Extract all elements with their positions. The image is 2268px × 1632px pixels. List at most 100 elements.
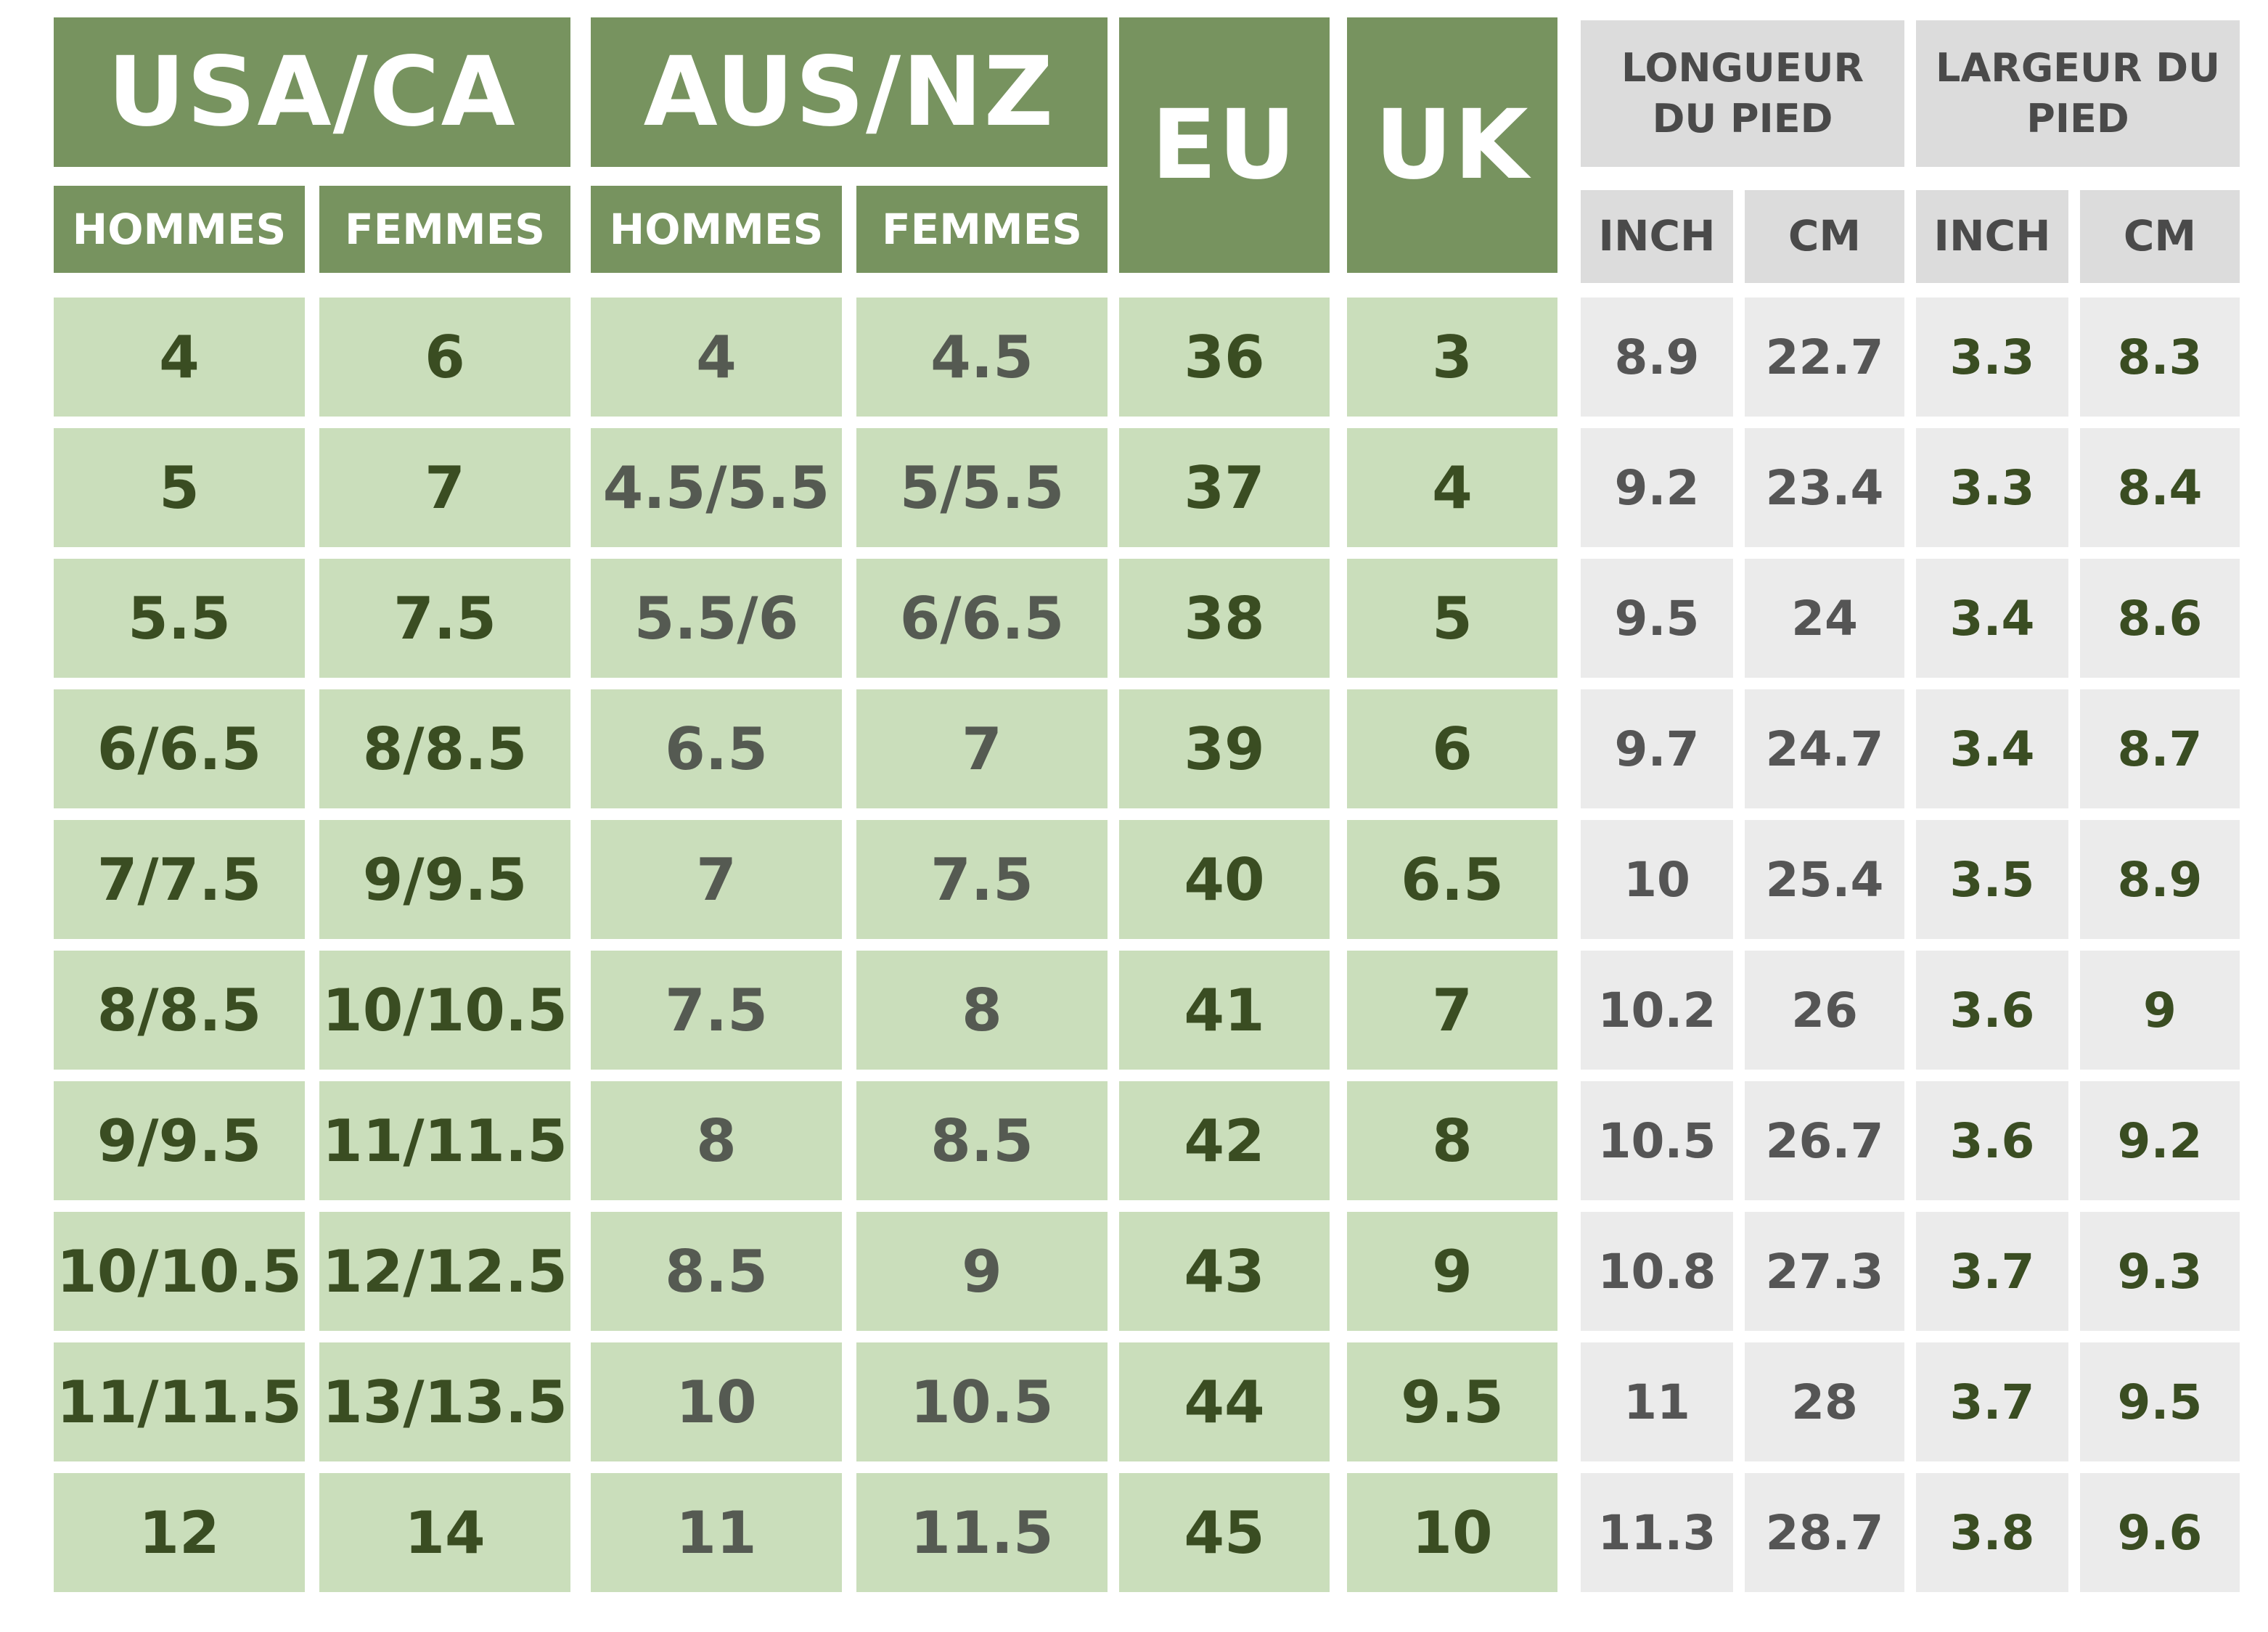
header-usa-ca: USA/CA [54, 17, 570, 167]
cell-length-cm: 26.7 [1745, 1081, 1904, 1200]
cell-aus-men: 7.5 [591, 951, 842, 1070]
cell-usa-women: 11/11.5 [319, 1081, 570, 1200]
header-foot-width: LARGEUR DU PIED [1916, 20, 2240, 167]
cell-eu: 36 [1119, 298, 1330, 417]
cell-usa-women: 9/9.5 [319, 820, 570, 939]
cell-eu: 41 [1119, 951, 1330, 1070]
cell-usa-women: 10/10.5 [319, 951, 570, 1070]
cell-aus-women: 8.5 [856, 1081, 1108, 1200]
cell-length-cm: 24.7 [1745, 689, 1904, 808]
cell-aus-men: 5.5/6 [591, 559, 842, 678]
cell-uk: 6.5 [1347, 820, 1557, 939]
cell-aus-women: 11.5 [856, 1473, 1108, 1592]
cell-length-cm: 27.3 [1745, 1212, 1904, 1331]
header-foot-length: LONGUEUR DU PIED [1581, 20, 1904, 167]
cell-aus-women: 6/6.5 [856, 559, 1108, 678]
cell-width-inch: 3.7 [1916, 1342, 2068, 1461]
cell-width-cm: 9.5 [2080, 1342, 2240, 1461]
header-aus-femmes: FEMMES [856, 186, 1108, 273]
cell-usa-men: 12 [54, 1473, 305, 1592]
cell-width-cm: 9 [2080, 951, 2240, 1070]
cell-length-inch: 10.8 [1581, 1212, 1733, 1331]
cell-length-inch: 10 [1581, 820, 1733, 939]
cell-usa-men: 11/11.5 [54, 1342, 305, 1461]
cell-eu: 43 [1119, 1212, 1330, 1331]
cell-usa-women: 12/12.5 [319, 1212, 570, 1331]
header-width-cm: CM [2080, 190, 2240, 283]
cell-length-inch: 11 [1581, 1342, 1733, 1461]
cell-length-inch: 9.2 [1581, 428, 1733, 547]
cell-width-inch: 3.4 [1916, 559, 2068, 678]
cell-width-inch: 3.6 [1916, 1081, 2068, 1200]
cell-length-inch: 9.7 [1581, 689, 1733, 808]
cell-width-inch: 3.3 [1916, 298, 2068, 417]
cell-width-cm: 8.3 [2080, 298, 2240, 417]
cell-length-cm: 25.4 [1745, 820, 1904, 939]
cell-length-cm: 24 [1745, 559, 1904, 678]
cell-uk: 6 [1347, 689, 1557, 808]
cell-aus-men: 8 [591, 1081, 842, 1200]
header-length-cm: CM [1745, 190, 1904, 283]
cell-usa-men: 7/7.5 [54, 820, 305, 939]
cell-length-inch: 11.3 [1581, 1473, 1733, 1592]
cell-aus-men: 6.5 [591, 689, 842, 808]
cell-usa-women: 8/8.5 [319, 689, 570, 808]
cell-uk: 3 [1347, 298, 1557, 417]
header-usa-femmes: FEMMES [319, 186, 570, 273]
cell-length-inch: 9.5 [1581, 559, 1733, 678]
cell-eu: 42 [1119, 1081, 1330, 1200]
cell-length-cm: 23.4 [1745, 428, 1904, 547]
cell-eu: 38 [1119, 559, 1330, 678]
cell-length-cm: 28 [1745, 1342, 1904, 1461]
cell-aus-men: 4.5/5.5 [591, 428, 842, 547]
cell-aus-women: 7 [856, 689, 1108, 808]
cell-aus-women: 5/5.5 [856, 428, 1108, 547]
cell-uk: 9 [1347, 1212, 1557, 1331]
cell-usa-men: 4 [54, 298, 305, 417]
cell-uk: 4 [1347, 428, 1557, 547]
cell-usa-women: 14 [319, 1473, 570, 1592]
cell-width-cm: 8.4 [2080, 428, 2240, 547]
cell-aus-women: 10.5 [856, 1342, 1108, 1461]
cell-length-cm: 22.7 [1745, 298, 1904, 417]
cell-eu: 39 [1119, 689, 1330, 808]
header-length-inch: INCH [1581, 190, 1733, 283]
cell-eu: 45 [1119, 1473, 1330, 1592]
cell-width-inch: 3.7 [1916, 1212, 2068, 1331]
cell-aus-men: 8.5 [591, 1212, 842, 1331]
cell-length-cm: 26 [1745, 951, 1904, 1070]
cell-usa-women: 6 [319, 298, 570, 417]
cell-usa-men: 10/10.5 [54, 1212, 305, 1331]
cell-length-inch: 8.9 [1581, 298, 1733, 417]
cell-aus-women: 8 [856, 951, 1108, 1070]
cell-width-inch: 3.5 [1916, 820, 2068, 939]
cell-usa-women: 13/13.5 [319, 1342, 570, 1461]
cell-width-cm: 8.6 [2080, 559, 2240, 678]
cell-width-cm: 9.3 [2080, 1212, 2240, 1331]
cell-length-cm: 28.7 [1745, 1473, 1904, 1592]
cell-uk: 10 [1347, 1473, 1557, 1592]
cell-aus-women: 4.5 [856, 298, 1108, 417]
cell-usa-men: 5 [54, 428, 305, 547]
cell-uk: 5 [1347, 559, 1557, 678]
cell-usa-men: 6/6.5 [54, 689, 305, 808]
cell-width-cm: 9.6 [2080, 1473, 2240, 1592]
header-width-inch: INCH [1916, 190, 2068, 283]
cell-width-cm: 9.2 [2080, 1081, 2240, 1200]
cell-aus-men: 11 [591, 1473, 842, 1592]
cell-usa-men: 9/9.5 [54, 1081, 305, 1200]
cell-width-inch: 3.8 [1916, 1473, 2068, 1592]
cell-aus-men: 7 [591, 820, 842, 939]
header-uk: UK [1347, 17, 1557, 273]
cell-usa-men: 5.5 [54, 559, 305, 678]
cell-uk: 7 [1347, 951, 1557, 1070]
cell-aus-women: 7.5 [856, 820, 1108, 939]
cell-aus-men: 10 [591, 1342, 842, 1461]
cell-uk: 9.5 [1347, 1342, 1557, 1461]
cell-width-cm: 8.9 [2080, 820, 2240, 939]
cell-uk: 8 [1347, 1081, 1557, 1200]
cell-aus-women: 9 [856, 1212, 1108, 1331]
cell-width-inch: 3.4 [1916, 689, 2068, 808]
cell-usa-women: 7 [319, 428, 570, 547]
cell-length-inch: 10.2 [1581, 951, 1733, 1070]
